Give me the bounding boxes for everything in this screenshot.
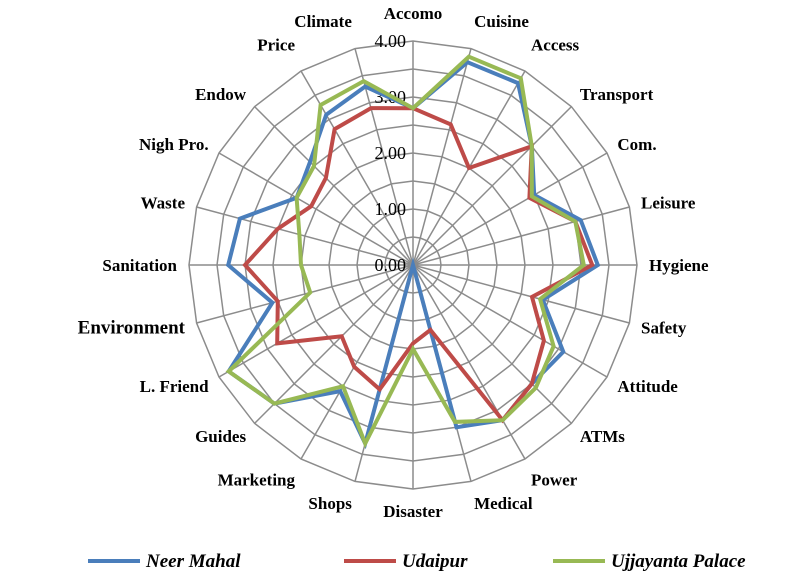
category-label: Access [531, 36, 580, 55]
category-label: Hygiene [649, 256, 709, 275]
radial-axis-ticks: 0.001.002.003.004.00 [375, 31, 407, 275]
series-line [225, 54, 586, 449]
category-label: Com. [617, 135, 656, 154]
category-label: Endow [195, 85, 247, 104]
category-label: Safety [641, 319, 687, 338]
category-label: Climate [294, 12, 352, 31]
grid-spoke [412, 206, 630, 266]
series-line [242, 106, 595, 424]
tick-label: 4.00 [375, 31, 407, 51]
tick-label: 2.00 [375, 143, 407, 163]
category-label: Disaster [383, 502, 443, 521]
grid-spoke [412, 264, 572, 424]
category-label: Transport [580, 85, 654, 104]
category-label: Price [257, 36, 295, 55]
category-label: Environment [78, 318, 186, 339]
category-label: L. Friend [140, 377, 209, 396]
legend-label: Neer Mahal [145, 551, 241, 572]
radar-grid [188, 40, 638, 490]
grid-spoke [412, 264, 526, 460]
category-label: Sanitation [102, 256, 177, 275]
grid-spoke [412, 264, 608, 378]
category-label: Waste [141, 193, 186, 212]
grid-spoke [196, 264, 414, 324]
category-label: Leisure [641, 193, 696, 212]
category-label: Shops [308, 494, 352, 513]
legend-label: Udaipur [402, 551, 468, 572]
radar-series [225, 54, 601, 450]
grid-spoke [412, 106, 572, 266]
legend-label: Ujjayanta Palace [611, 551, 746, 572]
grid-spoke [218, 152, 414, 266]
grid-spoke [196, 206, 414, 266]
tick-label: 1.00 [375, 199, 407, 219]
tick-label: 0.00 [375, 255, 407, 275]
category-label: Attitude [617, 377, 678, 396]
category-label: Power [531, 470, 578, 489]
category-label: Nigh Pro. [139, 135, 209, 154]
grid-spoke [412, 264, 630, 324]
grid-spoke [412, 152, 608, 266]
category-label: Guides [195, 427, 246, 446]
legend: Neer Mahal Udaipur Ujjayanta Palace [88, 551, 746, 572]
category-label: Medical [474, 494, 533, 513]
category-label: Accomo [384, 4, 443, 23]
grid-spoke [254, 264, 414, 424]
grid-spoke [254, 106, 414, 266]
grid-spoke [412, 48, 472, 266]
category-label: Marketing [218, 470, 296, 489]
grid-spoke [218, 264, 414, 378]
category-label: Cuisine [474, 12, 529, 31]
grid-spoke [300, 264, 414, 460]
category-label: ATMs [580, 427, 625, 446]
